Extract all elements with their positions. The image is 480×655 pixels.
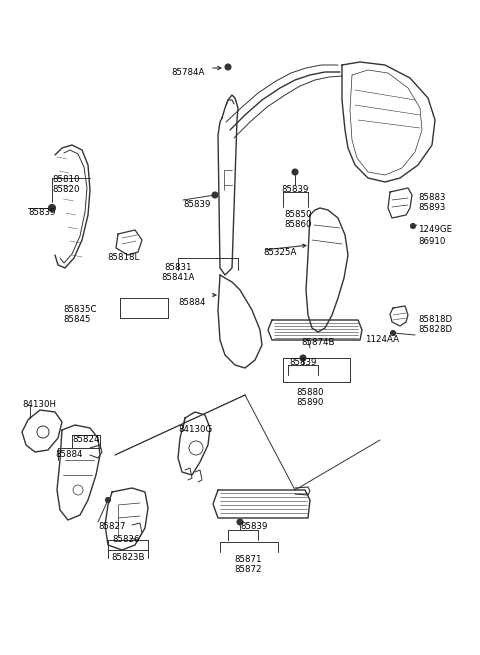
Circle shape xyxy=(48,204,56,212)
Text: 85818L: 85818L xyxy=(107,253,139,262)
Text: 85818D
85828D: 85818D 85828D xyxy=(418,315,452,335)
Text: 85831
85841A: 85831 85841A xyxy=(161,263,195,282)
Text: 85325A: 85325A xyxy=(263,248,296,257)
Circle shape xyxy=(410,223,416,229)
Text: 85883
85893: 85883 85893 xyxy=(418,193,445,212)
Text: 85850
85860: 85850 85860 xyxy=(284,210,312,229)
Text: 1249GE: 1249GE xyxy=(418,225,452,234)
Text: 85826: 85826 xyxy=(112,535,140,544)
Text: 84130G: 84130G xyxy=(178,425,212,434)
Text: 85839: 85839 xyxy=(281,185,309,194)
Text: 85884: 85884 xyxy=(55,450,83,459)
Text: 85810
85820: 85810 85820 xyxy=(52,175,80,195)
Circle shape xyxy=(106,498,110,502)
Circle shape xyxy=(300,355,306,361)
Text: 85835C
85845: 85835C 85845 xyxy=(63,305,96,324)
Text: 1124AA: 1124AA xyxy=(365,335,399,344)
Text: 85880
85890: 85880 85890 xyxy=(296,388,324,407)
Text: 85871
85872: 85871 85872 xyxy=(234,555,262,574)
Circle shape xyxy=(237,519,243,525)
Text: 85839: 85839 xyxy=(289,358,317,367)
Circle shape xyxy=(212,192,218,198)
Text: 85839: 85839 xyxy=(28,208,55,217)
Text: 85884: 85884 xyxy=(178,298,205,307)
Text: 85827: 85827 xyxy=(98,522,125,531)
Text: 85823B: 85823B xyxy=(111,553,145,562)
Text: 84130H: 84130H xyxy=(22,400,56,409)
Text: 85839: 85839 xyxy=(240,522,267,531)
Text: 85824: 85824 xyxy=(72,435,99,444)
Circle shape xyxy=(225,64,231,70)
Text: 85839: 85839 xyxy=(183,200,210,209)
Circle shape xyxy=(292,169,298,175)
Text: 86910: 86910 xyxy=(418,237,445,246)
Text: 85874B: 85874B xyxy=(301,338,335,347)
Text: 85784A: 85784A xyxy=(172,68,205,77)
Circle shape xyxy=(391,331,396,335)
